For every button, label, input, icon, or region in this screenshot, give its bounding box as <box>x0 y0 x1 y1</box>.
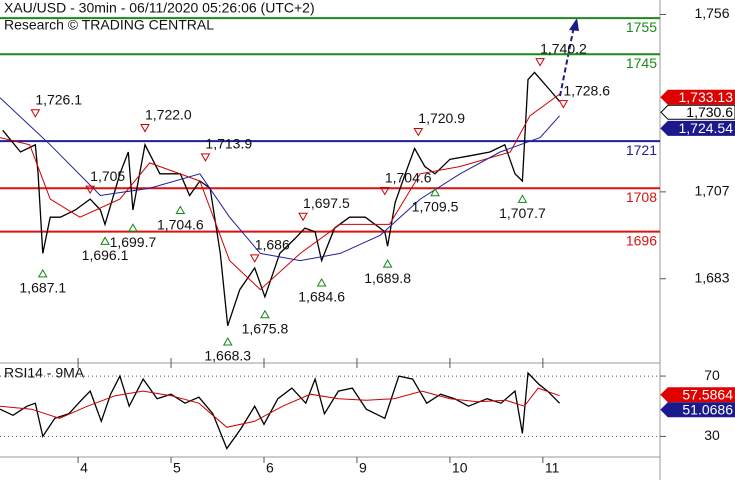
high-label: 1,720.9 <box>418 110 465 126</box>
low-marker <box>175 205 186 215</box>
level-label: 1708 <box>626 189 657 205</box>
high-label: 1,722.0 <box>145 106 192 122</box>
chart-subtitle: Research © TRADING CENTRAL <box>4 17 214 33</box>
low-marker <box>517 194 528 203</box>
high-label: 1,728.6 <box>563 82 610 98</box>
series-line <box>0 387 560 428</box>
x-tick-label: 10 <box>452 460 468 476</box>
high-marker <box>558 100 569 109</box>
y-tick-label: 1,683 <box>694 269 729 285</box>
high-label: 1,726.1 <box>35 91 82 107</box>
price-badge <box>660 104 735 120</box>
series-line <box>0 93 560 291</box>
low-marker <box>382 259 393 268</box>
low-label: 1,668.3 <box>204 348 251 364</box>
low-label: 1,684.6 <box>298 289 345 305</box>
low-label: 1,709.5 <box>412 199 459 215</box>
x-tick-label: 11 <box>545 460 560 476</box>
rsi-title: RSI14 - 9MA <box>4 365 85 381</box>
high-marker <box>249 254 260 263</box>
price-badge-label: 1,730.6 <box>686 104 733 120</box>
price-badge <box>660 387 735 403</box>
low-label: 1,696.1 <box>82 247 129 263</box>
low-marker <box>128 223 138 232</box>
series-line <box>0 97 560 262</box>
chart-title: XAU/USD - 30min - 06/11/2020 05:26:06 (U… <box>4 0 315 16</box>
forecast-arrow-head <box>569 18 579 31</box>
y-tick-label: 1,756 <box>694 5 729 21</box>
high-marker <box>200 153 211 162</box>
high-marker <box>413 128 424 137</box>
level-label: 1696 <box>626 232 657 248</box>
high-label: 1,704.6 <box>385 169 432 185</box>
high-marker <box>535 58 545 67</box>
low-label: 1,707.7 <box>499 205 546 221</box>
high-label: 1,686 <box>255 237 290 253</box>
high-label: 1,740.2 <box>540 40 587 56</box>
level-label: 1755 <box>626 19 657 35</box>
low-marker <box>316 277 327 287</box>
low-marker <box>37 268 48 278</box>
price-badge-label: 1,733.13 <box>679 89 734 105</box>
high-marker <box>298 212 308 222</box>
series-line <box>2 71 561 327</box>
low-marker <box>260 309 270 319</box>
high-label: 1,705 <box>90 168 125 184</box>
price-badge-label: 1,724.54 <box>679 120 734 136</box>
x-tick-label: 4 <box>80 460 88 476</box>
low-marker <box>430 187 440 197</box>
level-label: 1721 <box>626 142 657 158</box>
high-label: 1,713.9 <box>205 136 252 152</box>
forecast-arrow <box>559 25 575 97</box>
high-marker <box>85 185 96 195</box>
x-tick-label: 6 <box>266 460 274 476</box>
y-tick-label: 70 <box>704 367 720 383</box>
price-badge <box>660 120 735 136</box>
price-badge-label: 57.5864 <box>682 386 733 402</box>
high-marker <box>140 124 150 133</box>
low-label: 1,675.8 <box>242 321 289 337</box>
y-tick-label: 30 <box>704 427 720 443</box>
high-marker <box>30 109 41 118</box>
x-tick-label: 9 <box>359 460 367 476</box>
series-line <box>0 371 561 450</box>
price-badge-label: 51.0686 <box>682 401 733 417</box>
low-label: 1,699.7 <box>110 234 157 250</box>
high-label: 1,697.5 <box>303 195 350 211</box>
price-badge <box>660 89 735 105</box>
low-label: 1,704.6 <box>157 216 204 232</box>
low-label: 1,689.8 <box>364 270 411 286</box>
level-label: 1745 <box>626 55 657 71</box>
y-tick-label: 1,707 <box>694 183 729 199</box>
low-marker <box>100 236 110 245</box>
price-badge <box>660 402 735 418</box>
high-marker <box>379 187 390 196</box>
low-marker <box>222 336 233 346</box>
low-label: 1,687.1 <box>19 280 66 296</box>
x-tick-label: 5 <box>173 460 181 476</box>
